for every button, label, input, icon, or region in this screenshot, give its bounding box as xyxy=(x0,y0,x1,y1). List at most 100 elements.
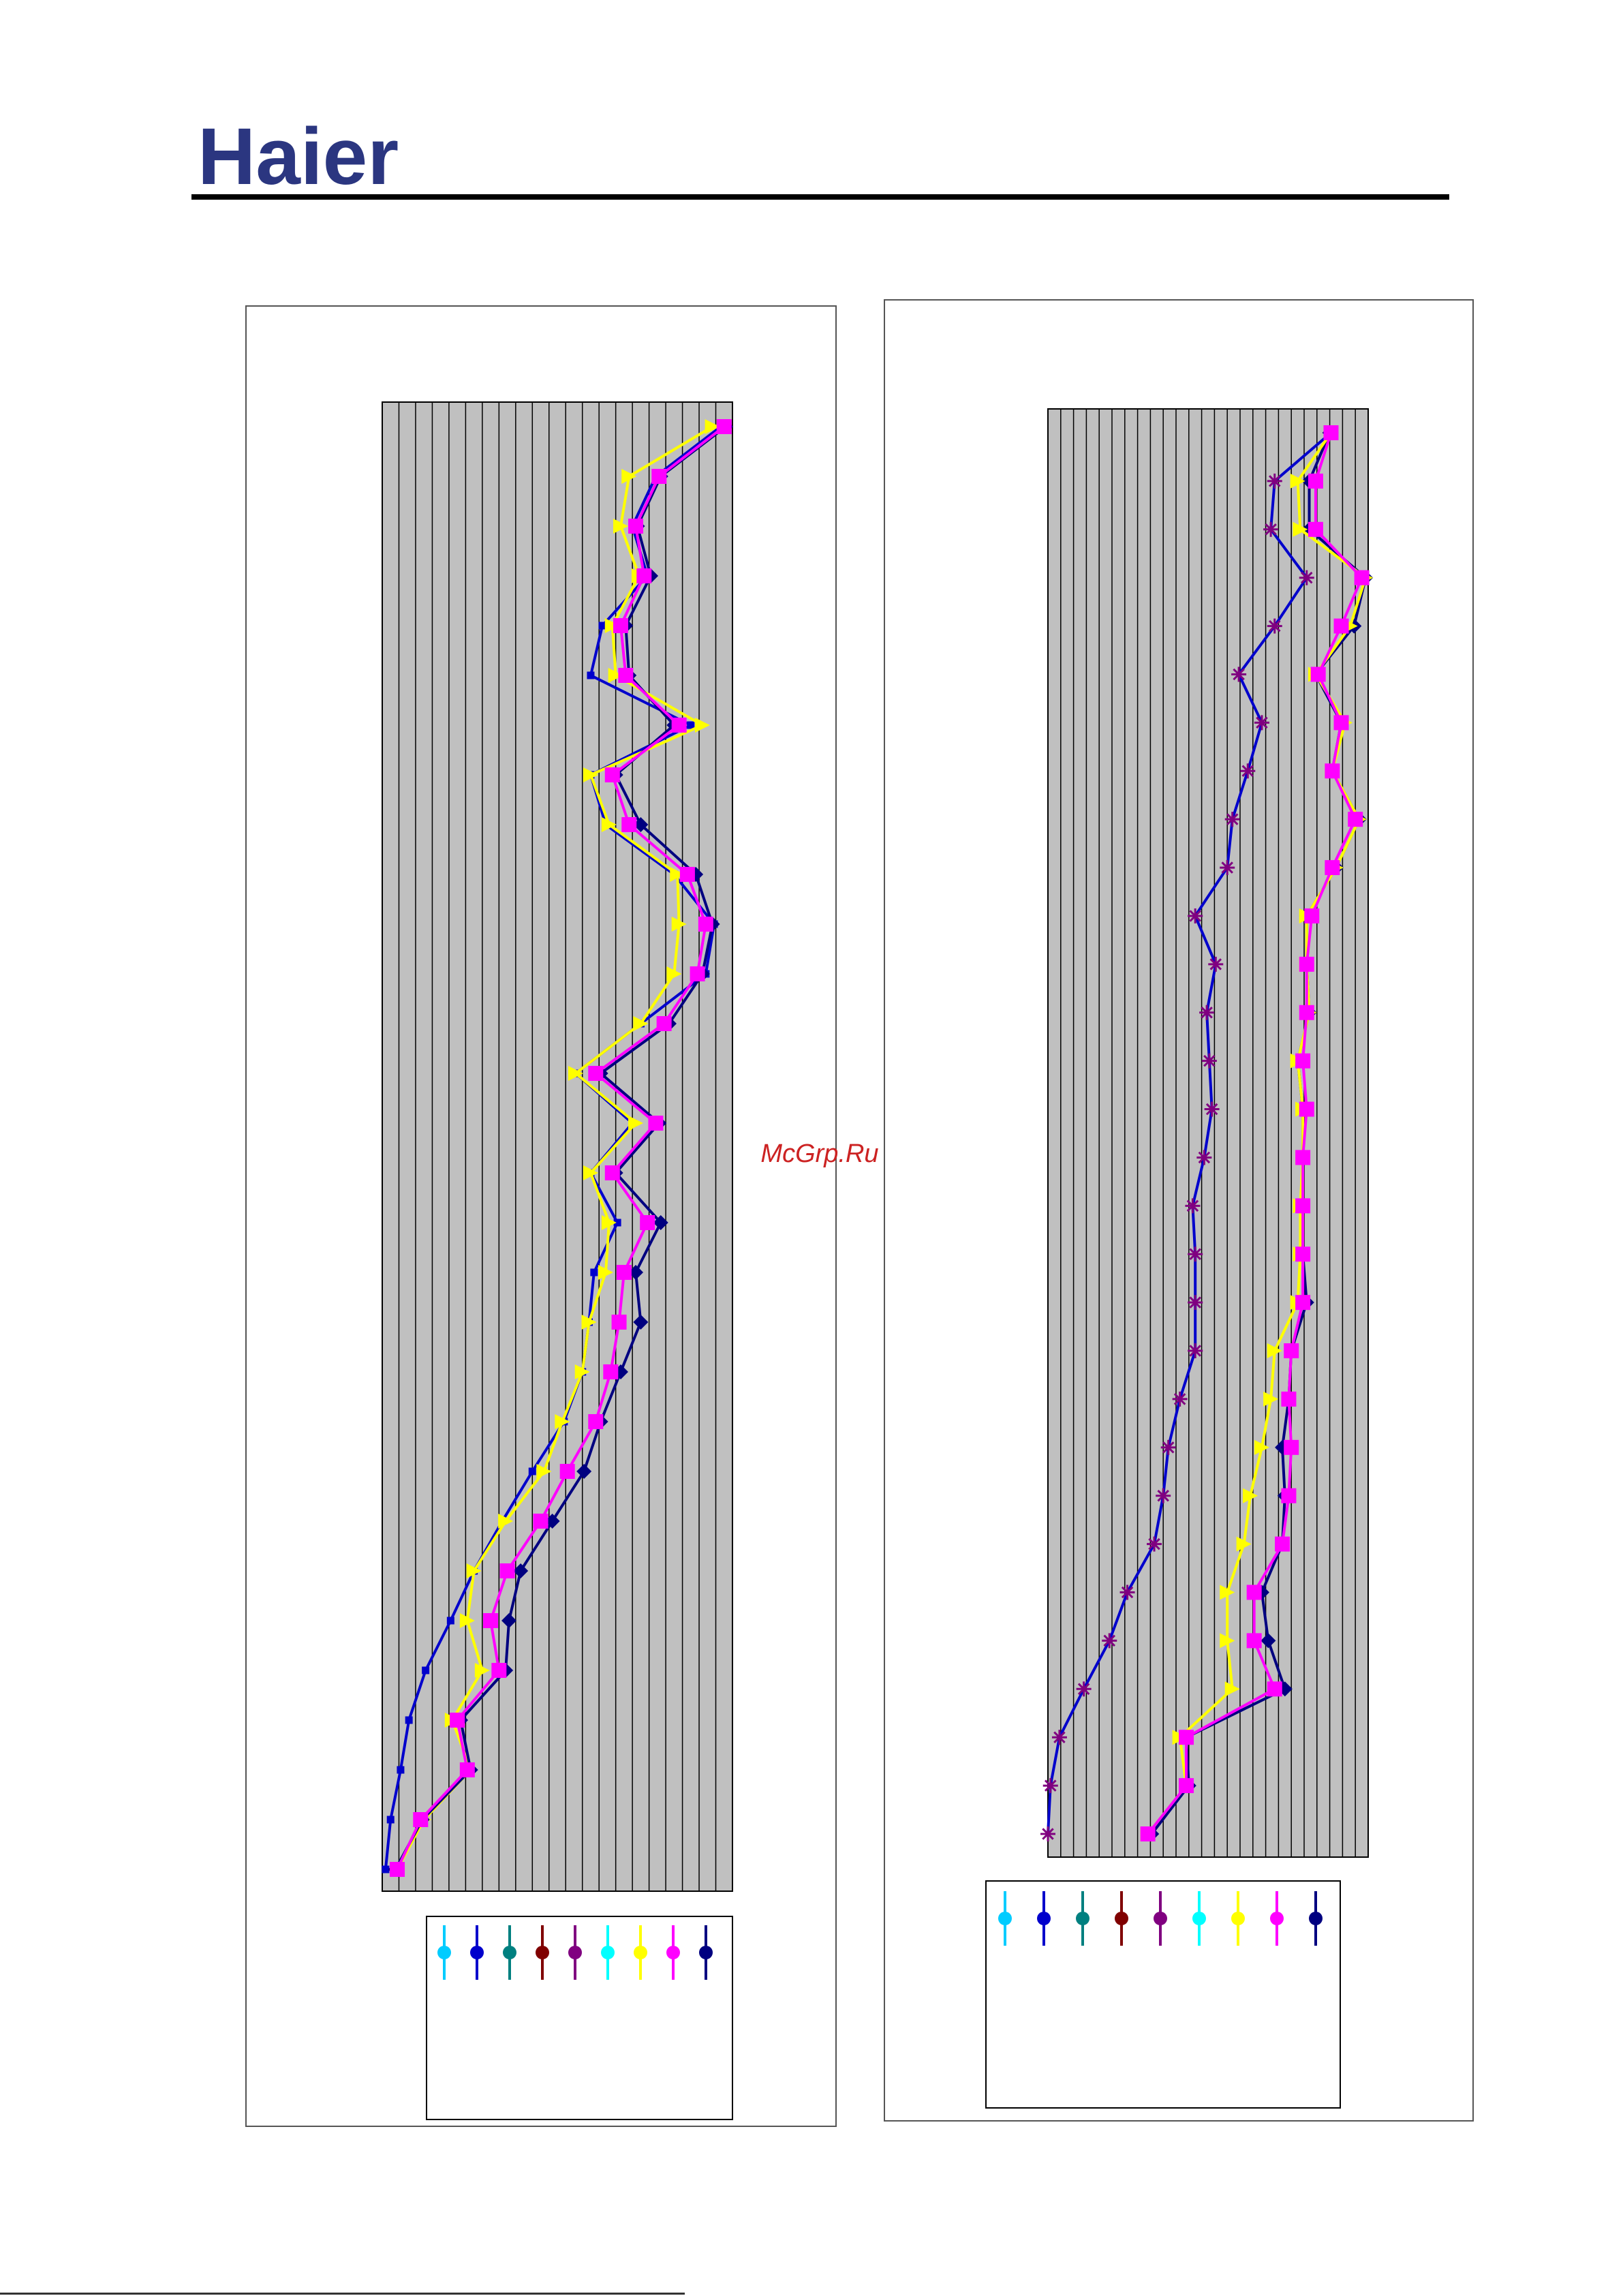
point-marker xyxy=(1220,1585,1235,1600)
point-marker xyxy=(544,1514,560,1529)
marker-shape xyxy=(1236,1536,1252,1552)
point-marker xyxy=(588,1066,604,1081)
plot-area xyxy=(382,401,733,1892)
point-marker xyxy=(590,1268,598,1276)
marker-shape xyxy=(459,1613,475,1628)
marker-shape xyxy=(583,1165,598,1180)
marker-shape xyxy=(1267,1343,1282,1359)
point-marker xyxy=(1208,956,1224,972)
point-marker xyxy=(1040,1826,1055,1841)
point-marker xyxy=(690,966,705,981)
point-marker xyxy=(459,1762,475,1777)
legend-symbol xyxy=(536,1946,549,1959)
point-marker xyxy=(616,1265,632,1280)
marker-shape xyxy=(1295,1198,1311,1214)
point-marker xyxy=(405,1716,413,1724)
legend-box xyxy=(426,1916,733,2120)
marker-shape xyxy=(474,1663,490,1678)
point-marker xyxy=(671,917,687,932)
marker-shape xyxy=(616,1265,632,1280)
point-marker xyxy=(459,1613,475,1628)
marker-shape xyxy=(405,1716,413,1724)
point-marker xyxy=(1188,1246,1203,1262)
point-marker xyxy=(628,1116,644,1131)
marker-shape xyxy=(590,1268,598,1276)
marker-shape xyxy=(386,1816,395,1824)
point-marker xyxy=(1051,1730,1067,1745)
point-marker xyxy=(653,1215,668,1230)
legend-symbol xyxy=(601,1946,615,1959)
point-marker xyxy=(671,718,687,733)
marker-shape xyxy=(1179,1778,1194,1794)
point-marker xyxy=(621,469,637,484)
marker-shape xyxy=(687,721,695,729)
marker-shape xyxy=(413,1812,429,1827)
legend-symbol xyxy=(503,1946,516,1959)
marker-shape xyxy=(1295,1246,1311,1262)
marker-shape xyxy=(1243,1488,1258,1503)
marker-shape xyxy=(459,1762,475,1777)
marker-shape xyxy=(576,1464,592,1479)
marker-shape xyxy=(705,419,720,434)
marker-shape xyxy=(1224,1681,1240,1697)
point-marker xyxy=(694,718,710,733)
legend-symbol xyxy=(998,1912,1012,1925)
marker-shape xyxy=(601,817,617,832)
marker-shape xyxy=(498,1514,514,1529)
point-marker xyxy=(1281,1488,1297,1503)
marker-shape xyxy=(618,668,634,683)
marker-shape xyxy=(1284,1439,1299,1455)
point-marker xyxy=(1299,570,1314,585)
marker-shape xyxy=(608,668,623,683)
point-marker xyxy=(1076,1681,1092,1697)
point-marker xyxy=(1323,425,1339,440)
legend-symbol xyxy=(634,1946,647,1959)
marker-shape xyxy=(628,1116,644,1131)
marker-shape xyxy=(598,622,606,630)
point-marker xyxy=(1179,1730,1194,1745)
point-marker xyxy=(1263,521,1279,537)
point-marker xyxy=(598,622,606,630)
point-marker xyxy=(1160,1439,1176,1455)
point-marker xyxy=(1333,618,1349,634)
legend-symbol xyxy=(1309,1912,1323,1925)
marker-shape xyxy=(613,618,629,633)
marker-shape xyxy=(716,419,732,434)
point-marker xyxy=(1308,473,1323,489)
point-marker xyxy=(716,419,732,434)
marker-shape xyxy=(640,1215,655,1230)
marker-shape xyxy=(636,568,652,583)
point-marker xyxy=(568,1066,583,1081)
legend-symbols xyxy=(998,1891,1323,1946)
point-marker xyxy=(679,867,695,882)
marker-shape xyxy=(1333,618,1349,634)
series-line xyxy=(396,425,713,1870)
marker-shape xyxy=(653,1215,668,1230)
point-marker xyxy=(1333,715,1349,731)
marker-shape xyxy=(621,817,637,832)
point-marker xyxy=(1140,1826,1156,1841)
marker-shape xyxy=(1308,521,1323,537)
marker-shape xyxy=(1220,1585,1235,1600)
point-marker xyxy=(466,1563,482,1578)
point-marker xyxy=(1263,1391,1279,1407)
point-marker xyxy=(1240,763,1256,779)
legend-symbol xyxy=(699,1946,713,1959)
legend-symbol xyxy=(1076,1912,1089,1925)
point-marker xyxy=(611,1315,627,1330)
point-marker xyxy=(501,1613,517,1628)
marker-shape xyxy=(679,867,695,882)
legend-symbol xyxy=(437,1946,451,1959)
point-marker xyxy=(536,1464,552,1479)
point-marker xyxy=(1290,473,1305,489)
point-marker xyxy=(1308,521,1323,537)
point-marker xyxy=(633,817,649,832)
point-marker xyxy=(636,568,652,583)
marker-shape xyxy=(536,1464,552,1479)
marker-shape xyxy=(450,1713,465,1728)
marker-shape xyxy=(648,1116,664,1131)
point-marker xyxy=(1188,1343,1203,1359)
marker-shape xyxy=(1310,667,1326,682)
point-marker xyxy=(705,419,720,434)
marker-shape xyxy=(633,1016,649,1031)
